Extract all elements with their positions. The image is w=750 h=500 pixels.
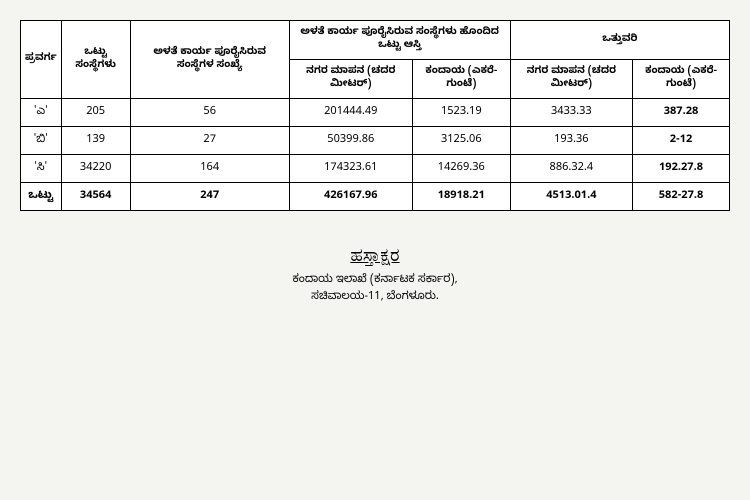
header-total-orgs: ಒಟ್ಟು ಸಂಸ್ಥೆಗಳು [61,21,130,99]
cell-value: 56 [130,99,289,127]
cell-value: 426167.96 [289,183,412,211]
header-category: ಪ್ರವರ್ಗ [21,21,62,99]
table-row: 'ಎ' 205 56 201444.49 1523.19 3433.33 387… [21,99,730,127]
cell-total-label: ಒಟ್ಟು [21,183,62,211]
table-body: 'ಎ' 205 56 201444.49 1523.19 3433.33 387… [21,99,730,211]
header-revenue-acre-1: ಕಂದಾಯ (ಎಕರೆ-ಗುಂಟೆ) [412,60,510,99]
cell-value: 139 [61,127,130,155]
signature-mark: ಹಸ್ತಾಕ್ಷರ [20,241,730,270]
cell-value: 247 [130,183,289,211]
cell-value: 14269.36 [412,155,510,183]
header-measured-count: ಅಳತೆ ಕಾರ್ಯ ಪೂರೈಸಿರುವ ಸಂಸ್ಥೆಗಳ ಸಂಖ್ಯೆ [130,21,289,99]
cell-value: 50399.86 [289,127,412,155]
header-group-encroach: ಒತ್ತುವರಿ [510,21,729,60]
cell-value: 2-12 [633,127,730,155]
cell-value: 205 [61,99,130,127]
header-group-assets: ಅಳತೆ ಕಾರ್ಯ ಪೂರೈಸಿರುವ ಸಂಸ್ಥೆಗಳು ಹೊಂದಿದ ಒಟ… [289,21,510,60]
table-row: 'ಸಿ' 34220 164 174323.61 14269.36 886.32… [21,155,730,183]
cell-value: 4513.01.4 [510,183,632,211]
signature-line-1: ಕಂದಾಯ ಇಲಾಖೆ (ಕರ್ನಾಟಕ ಸರ್ಕಾರ), [20,272,730,290]
cell-value: 27 [130,127,289,155]
cell-value: 3125.06 [412,127,510,155]
header-urban-sqm-1: ನಗರ ಮಾಪನ (ಚದರ ಮೀಟರ್) [289,60,412,99]
cell-value: 3433.33 [510,99,632,127]
cell-value: 1523.19 [412,99,510,127]
cell-category: 'ಎ' [21,99,62,127]
data-table: ಪ್ರವರ್ಗ ಒಟ್ಟು ಸಂಸ್ಥೆಗಳು ಅಳತೆ ಕಾರ್ಯ ಪೂರೈಸ… [20,20,730,211]
cell-category: 'ಸಿ' [21,155,62,183]
cell-value: 582-27.8 [633,183,730,211]
cell-value: 174323.61 [289,155,412,183]
cell-value: 201444.49 [289,99,412,127]
table-row-total: ಒಟ್ಟು 34564 247 426167.96 18918.21 4513.… [21,183,730,211]
cell-value: 164 [130,155,289,183]
header-urban-sqm-2: ನಗರ ಮಾಪನ (ಚದರ ಮೀಟರ್) [510,60,632,99]
cell-value: 192.27.8 [633,155,730,183]
cell-category: 'ಬಿ' [21,127,62,155]
signature-block: ಹಸ್ತಾಕ್ಷರ ಕಂದಾಯ ಇಲಾಖೆ (ಕರ್ನಾಟಕ ಸರ್ಕಾರ), … [20,241,730,307]
cell-value: 193.36 [510,127,632,155]
cell-value: 34220 [61,155,130,183]
signature-line-2: ಸಚಿವಾಲಯ-11, ಬೆಂಗಳೂರು. [20,289,730,307]
cell-value: 886.32.4 [510,155,632,183]
table-row: 'ಬಿ' 139 27 50399.86 3125.06 193.36 2-12 [21,127,730,155]
cell-value: 387.28 [633,99,730,127]
cell-value: 34564 [61,183,130,211]
header-revenue-acre-2: ಕಂದಾಯ (ಎಕರೆ-ಗುಂಟೆ) [633,60,730,99]
cell-value: 18918.21 [412,183,510,211]
